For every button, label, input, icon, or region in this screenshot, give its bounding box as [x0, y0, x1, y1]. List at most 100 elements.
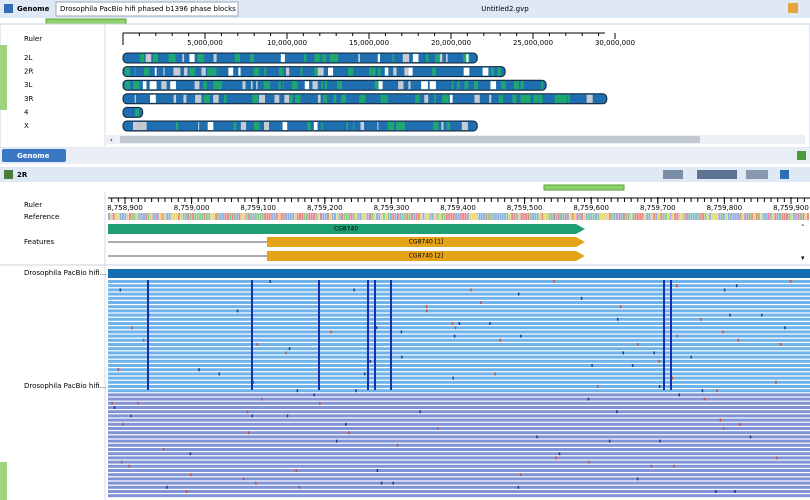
search-icon[interactable]: [663, 170, 683, 179]
snp-column: [147, 280, 149, 390]
reference-base: [709, 213, 712, 220]
detail-ruler-label: Ruler: [24, 201, 42, 209]
variant: [162, 448, 165, 451]
phase-block: [139, 122, 147, 130]
reference-base: [744, 213, 747, 220]
phase-block: [218, 81, 223, 90]
read: [108, 481, 810, 485]
features-label: Features: [24, 238, 54, 246]
phase-block: [259, 94, 265, 103]
variant: [189, 452, 192, 456]
reference-base: [306, 213, 309, 220]
phase-block: [567, 94, 570, 103]
reference-base: [706, 213, 709, 220]
reference-base: [170, 213, 173, 220]
track-label: Drosophila PacBio hifi...: [24, 269, 106, 277]
reference-base: [779, 213, 782, 220]
reference-base: [322, 213, 325, 220]
reference-base: [504, 213, 507, 220]
reference-base: [660, 213, 663, 220]
ruler-tick-label: 8,759,700: [640, 204, 676, 212]
view-icon[interactable]: [780, 170, 789, 179]
scroll-thumb[interactable]: [120, 136, 700, 143]
read: [108, 464, 810, 468]
variant: [454, 326, 457, 330]
reference-base: [746, 213, 749, 220]
reference-base: [338, 213, 341, 220]
phase-block: [207, 122, 214, 130]
reference-base: [191, 213, 194, 220]
phase-block: [249, 54, 254, 62]
reference-base: [499, 213, 502, 220]
reference-base: [574, 213, 576, 220]
reference-base: [301, 213, 304, 220]
phase-block: [234, 54, 241, 62]
read: [108, 330, 810, 334]
reference-base: [741, 213, 744, 220]
genome-tab[interactable]: [2, 149, 66, 162]
variant: [489, 322, 491, 325]
variant: [130, 414, 132, 418]
read: [108, 385, 810, 388]
phase-block: [490, 81, 497, 90]
reference-base: [606, 213, 609, 220]
reference-base: [597, 213, 600, 220]
phase-block: [429, 81, 436, 90]
track-label: Drosophila PacBio hifi...: [24, 382, 106, 390]
phase-block: [173, 67, 181, 76]
variant: [137, 401, 139, 405]
variant: [520, 334, 522, 338]
phase-block: [240, 122, 247, 130]
read: [108, 296, 810, 300]
reference-base: [126, 213, 129, 220]
reference-base: [550, 213, 553, 220]
reference-base: [285, 213, 288, 220]
variant: [690, 355, 692, 359]
scroll-left[interactable]: ‹: [110, 136, 113, 144]
ruler-tick-label: 5,000,000: [187, 39, 223, 47]
variant: [436, 427, 439, 430]
variant: [608, 439, 611, 443]
phase-block: [213, 81, 220, 90]
variant: [703, 397, 706, 401]
feature-label: CG8740 [1]: [409, 239, 444, 246]
phase-block: [497, 67, 502, 76]
phase-block: [201, 67, 206, 76]
zoom-slider[interactable]: [45, 18, 127, 25]
dataset-dropdown[interactable]: [55, 1, 239, 17]
chromosome-label: 2R: [24, 68, 33, 76]
phase-block: [317, 94, 321, 103]
reference-base: [140, 213, 143, 220]
reference-base: [413, 213, 416, 220]
detail-header: [0, 167, 810, 182]
reference-base: [608, 213, 611, 220]
sort-icons[interactable]: [697, 170, 737, 179]
settings-icon[interactable]: [788, 3, 798, 13]
reference-base: [445, 213, 448, 220]
variant: [580, 296, 583, 300]
reference-base: [156, 213, 159, 220]
variant: [519, 473, 522, 477]
reference-base: [587, 213, 590, 220]
reference-base: [662, 213, 665, 220]
phase-block: [150, 94, 156, 103]
reference-base: [275, 213, 278, 220]
reference-base: [578, 213, 581, 220]
side-grip[interactable]: [0, 45, 7, 110]
side-grip[interactable]: [0, 462, 7, 500]
detail-zoom-slider[interactable]: [543, 184, 625, 191]
export-icons[interactable]: [746, 170, 768, 179]
reference-base: [327, 213, 330, 220]
reference-base: [422, 213, 425, 220]
reference-base: [564, 213, 567, 220]
phase-block: [153, 94, 156, 103]
variant: [251, 414, 254, 418]
reference-base: [231, 213, 234, 220]
tab-icon[interactable]: [797, 151, 806, 160]
reference-base: [737, 213, 740, 220]
chromosome-label: 2L: [24, 54, 32, 62]
reference-base: [236, 213, 239, 220]
variant: [658, 385, 661, 388]
phase-block: [378, 67, 381, 76]
reference-base: [138, 213, 141, 220]
